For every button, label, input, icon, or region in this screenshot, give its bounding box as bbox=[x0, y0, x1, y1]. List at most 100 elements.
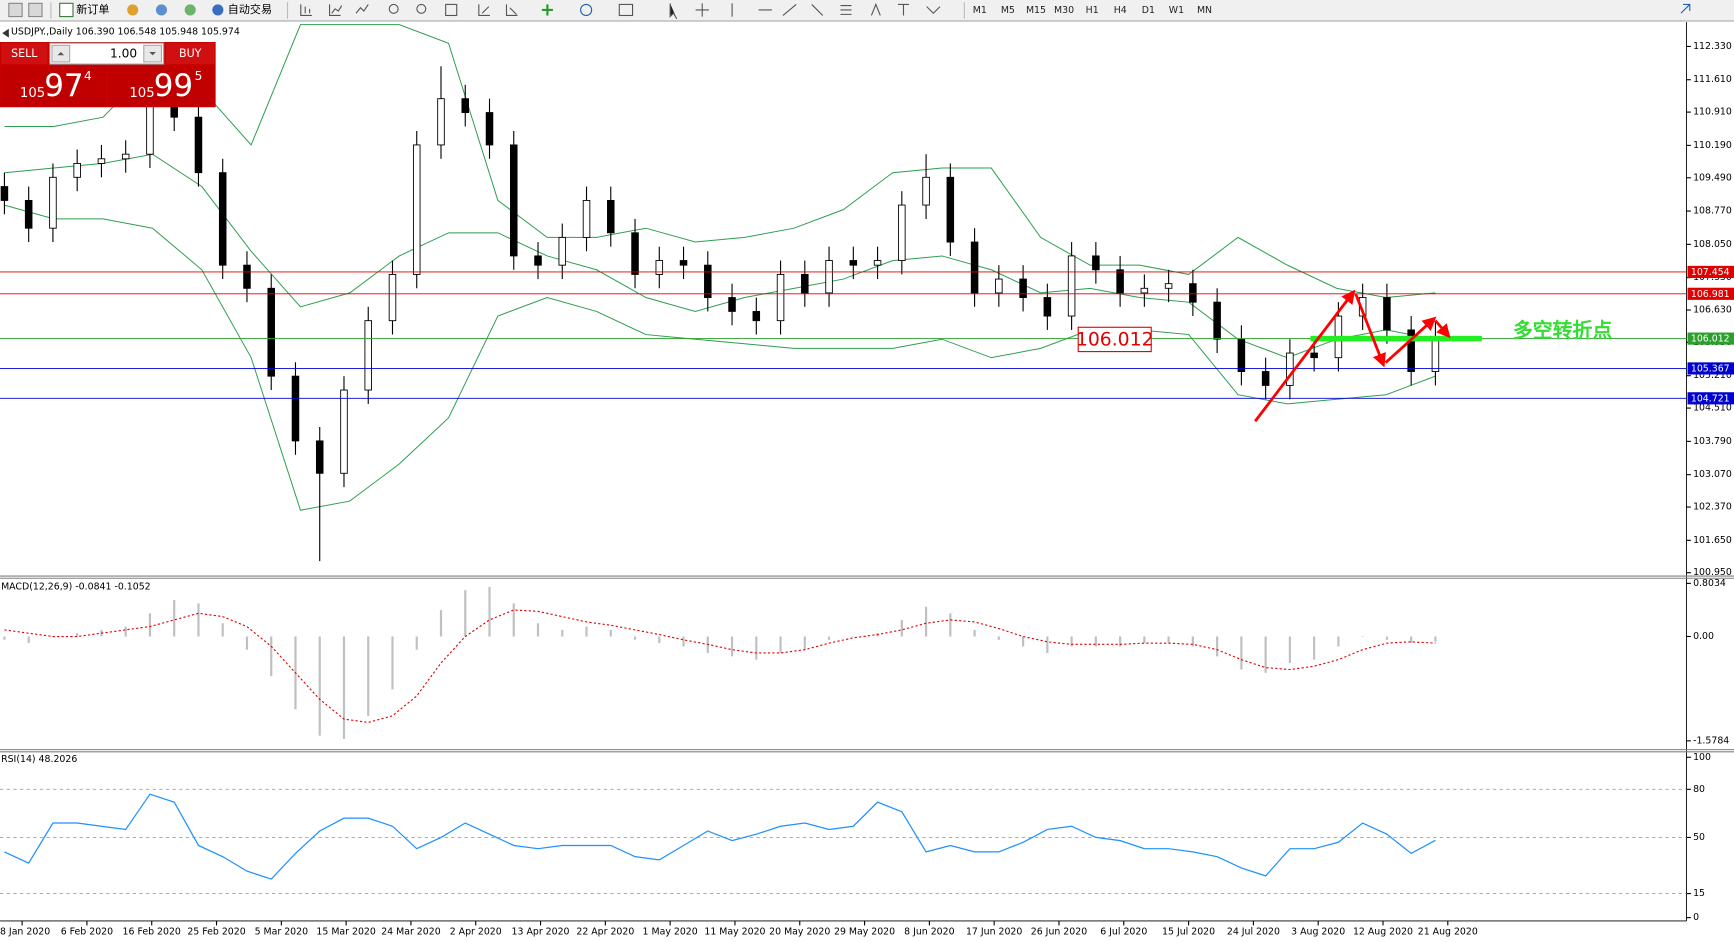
macd-bar bbox=[367, 636, 370, 716]
toolbar-icon[interactable] bbox=[28, 2, 43, 18]
toolbar-icon[interactable] bbox=[731, 2, 941, 17]
macd-bar bbox=[439, 610, 443, 637]
macd-bar bbox=[536, 623, 540, 637]
panel-title: RSI(14) 48.2026 bbox=[1, 754, 77, 765]
buy-price-button[interactable] bbox=[108, 66, 215, 107]
x-tick-label: 13 Apr 2020 bbox=[512, 927, 570, 938]
trend-arrows bbox=[1254, 289, 1451, 423]
candle-body bbox=[704, 264, 712, 298]
new-order-icon[interactable] bbox=[59, 2, 74, 18]
toolbar-icon[interactable] bbox=[328, 4, 343, 17]
sell-price-sup[interactable]: 4 bbox=[84, 69, 92, 83]
timeframe-button[interactable]: MN bbox=[1197, 5, 1212, 16]
toolbar-icon[interactable] bbox=[127, 4, 139, 16]
toolbar-icon[interactable] bbox=[416, 3, 427, 14]
buy-label[interactable]: BUY bbox=[179, 47, 202, 60]
toolbar-icon[interactable] bbox=[618, 3, 634, 17]
buy-price-sup[interactable]: 5 bbox=[195, 69, 203, 83]
timeframe-button[interactable]: M15 bbox=[1026, 5, 1046, 16]
toolbar-icon[interactable] bbox=[478, 4, 490, 17]
level-label: 105.367 bbox=[1691, 363, 1730, 374]
candle-body bbox=[0, 186, 9, 201]
candle-body bbox=[970, 241, 979, 294]
timeframe-button[interactable]: H1 bbox=[1086, 5, 1099, 16]
x-tick-label: 15 Jul 2020 bbox=[1162, 927, 1215, 938]
candle-body bbox=[1019, 278, 1027, 298]
lot-value[interactable]: 1.00 bbox=[110, 47, 137, 61]
main-panel: USDJPY.,Daily 106.390 106.548 105.948 10… bbox=[0, 24, 1734, 938]
timeframe-button[interactable]: M5 bbox=[1001, 5, 1015, 16]
candle-body bbox=[291, 375, 300, 442]
macd-bar bbox=[1313, 636, 1316, 660]
candle-body bbox=[1116, 269, 1124, 294]
toolbar-icon[interactable] bbox=[355, 4, 369, 14]
toolbar-icon[interactable] bbox=[184, 4, 196, 16]
candle-body bbox=[776, 273, 785, 322]
x-tick-label: 24 Mar 2020 bbox=[381, 927, 440, 938]
bollinger-lower bbox=[4, 204, 1436, 511]
macd-bar bbox=[973, 629, 976, 637]
toolbar bbox=[0, 0, 1734, 22]
buy-price-main[interactable]: 99 bbox=[154, 68, 193, 104]
timeframe-button[interactable]: D1 bbox=[1142, 5, 1155, 16]
toolbar-icon[interactable] bbox=[300, 4, 312, 17]
macd-bar bbox=[1361, 636, 1364, 638]
toolbar-icon[interactable] bbox=[8, 2, 23, 18]
sell-button[interactable] bbox=[1, 43, 48, 65]
toolbar-icon[interactable] bbox=[669, 3, 678, 20]
macd-bar bbox=[900, 619, 903, 637]
timeframe-button[interactable]: H4 bbox=[1114, 5, 1127, 16]
toolbar-icon[interactable] bbox=[505, 4, 518, 17]
buy-button[interactable] bbox=[165, 43, 215, 65]
candle-body bbox=[24, 199, 33, 229]
macd-bar bbox=[464, 590, 467, 637]
toolbar-icon[interactable] bbox=[388, 3, 399, 14]
toolbar-icon[interactable] bbox=[580, 3, 593, 17]
bollinger-upper bbox=[4, 24, 1436, 299]
y-tick-label: 102.370 bbox=[1693, 502, 1732, 513]
price-annotation: 106.012 bbox=[1076, 329, 1154, 350]
y-tick-label: 50 bbox=[1693, 832, 1705, 843]
macd-bar bbox=[682, 636, 685, 647]
x-tick-label: 12 Aug 2020 bbox=[1353, 927, 1413, 938]
auto-trading-button[interactable]: 自动交易 bbox=[228, 2, 272, 16]
timeframe-button[interactable]: M1 bbox=[973, 5, 987, 16]
toolbar-icon[interactable] bbox=[1680, 3, 1691, 14]
y-tick-label: 101.650 bbox=[1693, 535, 1732, 546]
arrow bbox=[1254, 289, 1356, 423]
candle-body bbox=[1407, 329, 1415, 372]
new-order-button[interactable]: 新订单 bbox=[76, 2, 109, 16]
candle-body bbox=[728, 297, 736, 312]
sell-price-big[interactable]: 105 bbox=[20, 86, 45, 101]
candle-body bbox=[315, 440, 324, 474]
macd-bar bbox=[1070, 636, 1073, 647]
x-tick-label: 15 Mar 2020 bbox=[316, 927, 375, 938]
toolbar-icon[interactable] bbox=[155, 4, 167, 16]
macd-bar bbox=[924, 606, 928, 637]
toolbar-icon[interactable] bbox=[695, 3, 709, 17]
macd-bar bbox=[997, 636, 1000, 640]
x-tick-label: 8 Jun 2020 bbox=[904, 927, 954, 938]
macd-bar bbox=[27, 636, 30, 644]
candle-body bbox=[1067, 255, 1076, 317]
macd-bar bbox=[755, 636, 758, 660]
macd-bar bbox=[852, 636, 855, 638]
candle-body bbox=[1189, 283, 1197, 303]
timeframe-button[interactable]: W1 bbox=[1169, 5, 1184, 16]
macd-bar bbox=[221, 623, 224, 637]
sell-price-main[interactable]: 97 bbox=[44, 68, 83, 104]
x-tick-label: 28 Jan 2020 bbox=[0, 927, 50, 938]
toolbar-icon[interactable] bbox=[541, 4, 553, 16]
candle-body bbox=[461, 98, 470, 114]
auto-trading-icon[interactable] bbox=[212, 4, 224, 16]
lot-decrease-icon bbox=[57, 51, 65, 56]
x-tick-label: 25 Feb 2020 bbox=[187, 927, 245, 938]
lot-input[interactable] bbox=[49, 42, 165, 65]
toolbar-icon[interactable] bbox=[445, 3, 458, 17]
symbol-marker bbox=[2, 28, 9, 38]
sell-label[interactable]: SELL bbox=[11, 47, 38, 60]
timeframe-button[interactable]: M30 bbox=[1054, 5, 1074, 16]
sell-price-button[interactable] bbox=[1, 66, 107, 107]
buy-price-big[interactable]: 105 bbox=[129, 86, 154, 101]
